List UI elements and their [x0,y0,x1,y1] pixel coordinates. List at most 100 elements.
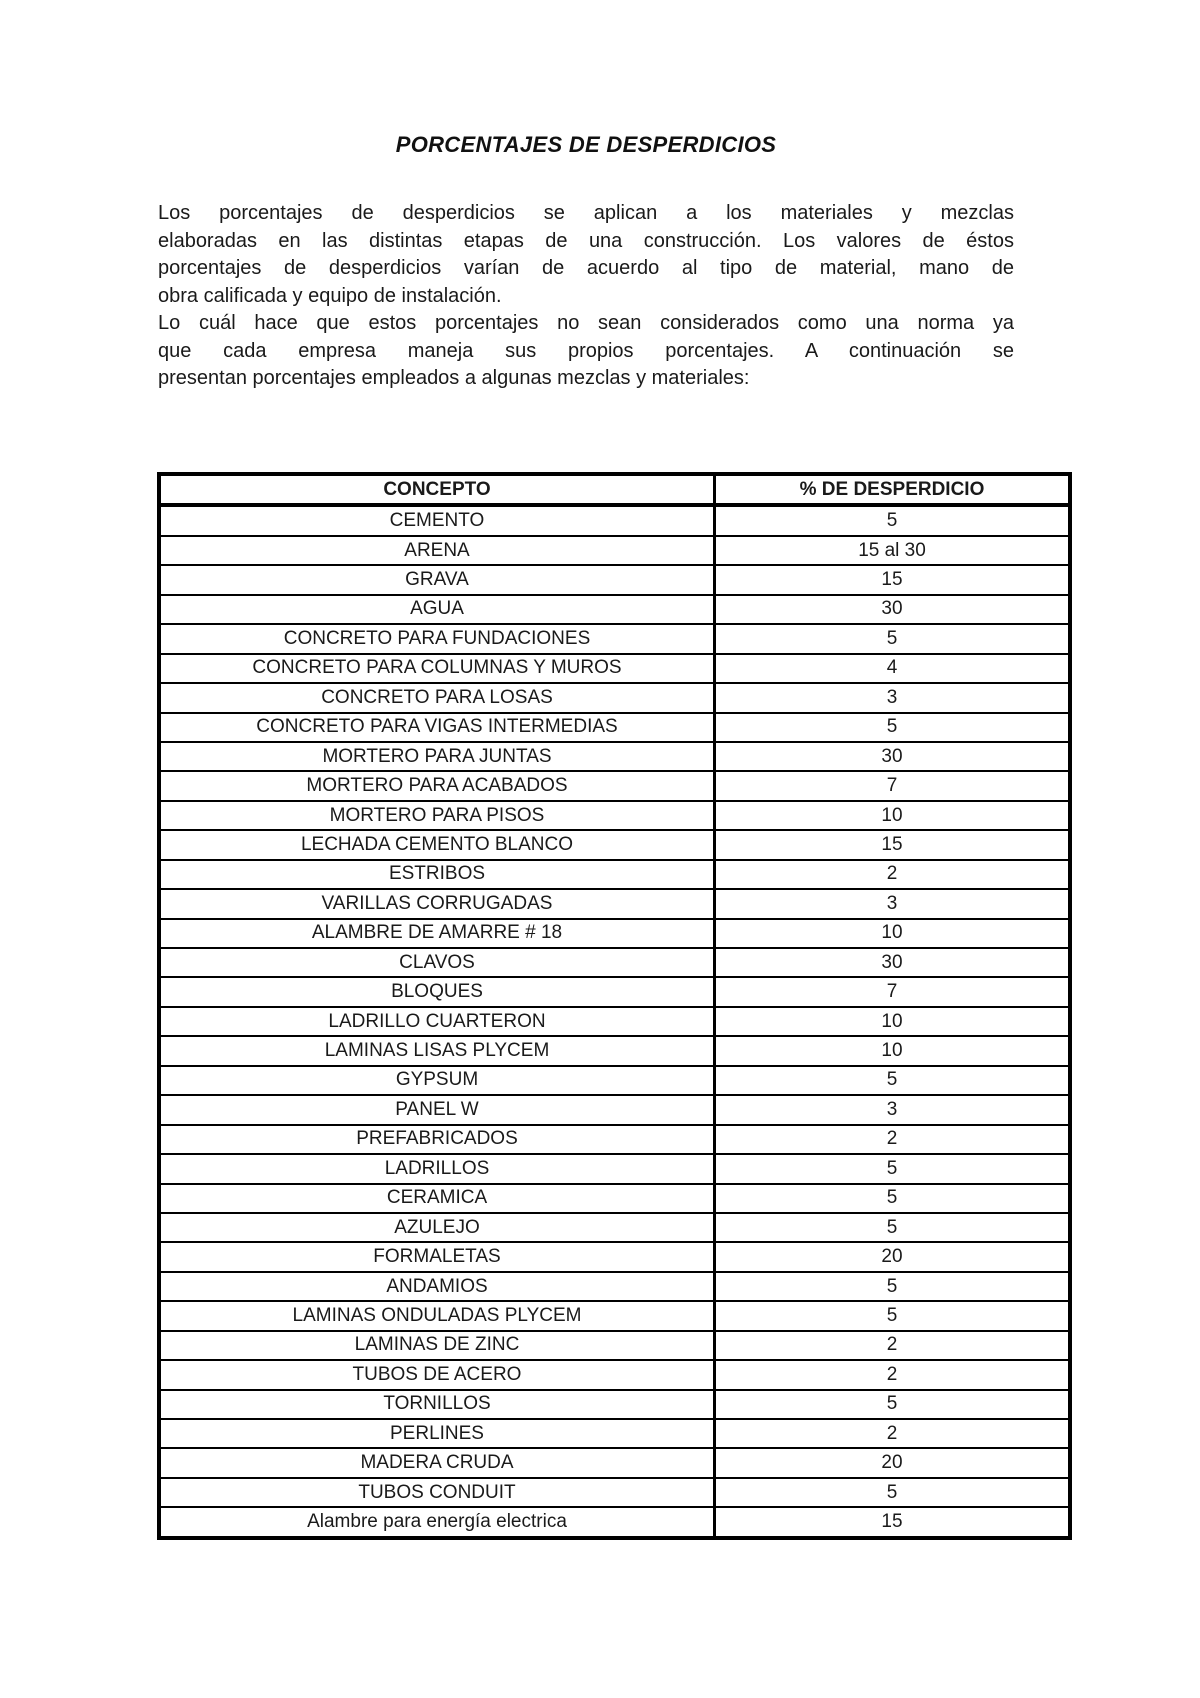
table-row: MORTERO PARA ACABADOS 7 [161,772,1068,802]
table-row: Alambre para energía electrica 15 [161,1508,1068,1536]
table-row: GYPSUM 5 [161,1066,1068,1097]
table-row: CONCRETO PARA LOSAS 3 [161,684,1068,714]
value-cell: 20 [881,1246,903,1268]
table-row: FORMALETAS 20 [161,1243,1068,1273]
concept-cell: CONCRETO PARA VIGAS INTERMEDIAS [161,713,716,741]
value-cell: 5 [886,627,898,649]
concept-cell: GRAVA [161,566,716,594]
concept-cell: LADRILLO CUARTERON [161,1007,716,1036]
concept-cell: VARILLAS CORRUGADAS [161,890,716,918]
paragraph-line: porcentajes de desperdicios varían de ac… [158,257,1014,279]
concept-cell: GYPSUM [161,1066,716,1095]
table-header-row: CONCEPTO % DE DESPERDICIO [161,476,1068,508]
concept-cell: LAMINAS DE ZINC [161,1331,716,1360]
table-row: AZULEJO 5 [161,1213,1068,1244]
concept-cell: CLAVOS [161,949,716,977]
table-row: CONCRETO PARA COLUMNAS Y MUROS 4 [161,654,1068,685]
concept-cell: CERAMICA [161,1184,716,1212]
paragraph-line: Los porcentajes de desperdicios se aplic… [158,202,1014,224]
value-cell: 5 [886,1393,898,1415]
table-row: TUBOS DE ACERO 2 [161,1361,1068,1391]
concept-cell: AZULEJO [161,1213,716,1242]
concept-cell: CONCRETO PARA COLUMNAS Y MUROS [161,654,716,683]
value-cell: 5 [886,1275,898,1297]
concept-cell: PERLINES [161,1420,716,1448]
table-row: PERLINES 2 [161,1420,1068,1450]
body-text: Los porcentajes de desperdicios se aplic… [158,200,1014,393]
table-row: MADERA CRUDA 20 [161,1449,1068,1479]
concept-cell: ESTRIBOS [161,860,716,889]
paragraph-line: presentan porcentajes empleados a alguna… [158,367,750,389]
value-cell: 2 [886,863,898,885]
table-row: MORTERO PARA JUNTAS 30 [161,742,1068,773]
value-cell: 2 [886,1334,898,1356]
value-cell: 5 [886,716,898,738]
table-row: ANDAMIOS 5 [161,1272,1068,1303]
concept-cell: TUBOS DE ACERO [161,1361,716,1389]
table-row: CERAMICA 5 [161,1184,1068,1214]
value-cell: 10 [881,1010,903,1032]
value-cell: 3 [886,892,898,914]
concept-cell: ALAMBRE DE AMARRE # 18 [161,919,716,947]
value-cell: 5 [886,1187,898,1209]
table-row: ARENA 15 al 30 [161,536,1068,567]
concept-cell: CEMENTO [161,507,716,535]
table-row: CEMENTO 5 [161,507,1068,537]
table-row: LECHADA CEMENTO BLANCO 15 [161,831,1068,861]
table-row: LADRILLOS 5 [161,1155,1068,1185]
concept-cell: MORTERO PARA PISOS [161,801,716,830]
table-row: LAMINAS DE ZINC 2 [161,1331,1068,1362]
concept-cell: LAMINAS ONDULADAS PLYCEM [161,1302,716,1330]
concept-cell: MORTERO PARA ACABADOS [161,772,716,800]
header-cell-concepto: CONCEPTO [161,476,716,504]
table-row: PANEL W 3 [161,1096,1068,1126]
paragraph-line: Lo cuál hace que estos porcentajes no se… [158,312,1014,334]
concept-cell: FORMALETAS [161,1243,716,1271]
table-row: CLAVOS 30 [161,949,1068,979]
value-cell: 5 [886,1216,898,1238]
concept-cell: Alambre para energía electrica [161,1508,716,1536]
paragraph: Lo cuál hace que estos porcentajes no se… [158,310,1014,393]
value-cell: 30 [881,745,903,767]
value-cell: 7 [886,981,898,1003]
value-cell: 15 [881,569,903,591]
value-cell: 3 [886,686,898,708]
table-row: LAMINAS LISAS PLYCEM 10 [161,1037,1068,1067]
concept-cell: TUBOS CONDUIT [161,1478,716,1507]
value-cell: 4 [886,657,898,679]
paragraph-line: elaboradas en las distintas etapas de un… [158,229,1014,252]
table-row: LADRILLO CUARTERON 10 [161,1007,1068,1038]
table-row: LAMINAS ONDULADAS PLYCEM 5 [161,1302,1068,1332]
table-row: PREFABRICADOS 2 [161,1125,1068,1156]
header-cell-percent: % DE DESPERDICIO [799,478,985,500]
concept-cell: LAMINAS LISAS PLYCEM [161,1037,716,1065]
concept-cell: AGUA [161,595,716,624]
value-cell: 10 [881,922,903,944]
waste-percentages-table: CONCEPTO % DE DESPERDICIO CEMENTO 5 ARENA 1… [157,472,1072,1540]
value-cell: 10 [881,804,903,826]
table-row: GRAVA 15 [161,566,1068,596]
table-row: ALAMBRE DE AMARRE # 18 10 [161,919,1068,949]
value-cell: 5 [886,1304,898,1326]
concept-cell: BLOQUES [161,978,716,1006]
concept-cell: LECHADA CEMENTO BLANCO [161,831,716,859]
value-cell: 30 [881,598,903,620]
value-cell: 5 [886,1069,898,1091]
paragraph-line: obra calificada y equipo de instalación. [158,284,502,307]
value-cell: 10 [881,1040,903,1062]
value-cell: 2 [886,1422,898,1444]
table-row: VARILLAS CORRUGADAS 3 [161,890,1068,920]
value-cell: 2 [886,1128,898,1150]
concept-cell: MORTERO PARA JUNTAS [161,742,716,771]
value-cell: 15 [881,1511,903,1533]
table-row: CONCRETO PARA FUNDACIONES 5 [161,625,1068,655]
value-cell: 5 [886,1157,898,1179]
table-row: TUBOS CONDUIT 5 [161,1478,1068,1509]
paragraph: Los porcentajes de desperdicios se aplic… [158,200,1014,310]
concept-cell: CONCRETO PARA LOSAS [161,684,716,712]
concept-cell: ARENA [161,536,716,565]
value-cell: 3 [886,1098,898,1120]
value-cell: 15 [881,833,903,855]
table-row: MORTERO PARA PISOS 10 [161,801,1068,832]
